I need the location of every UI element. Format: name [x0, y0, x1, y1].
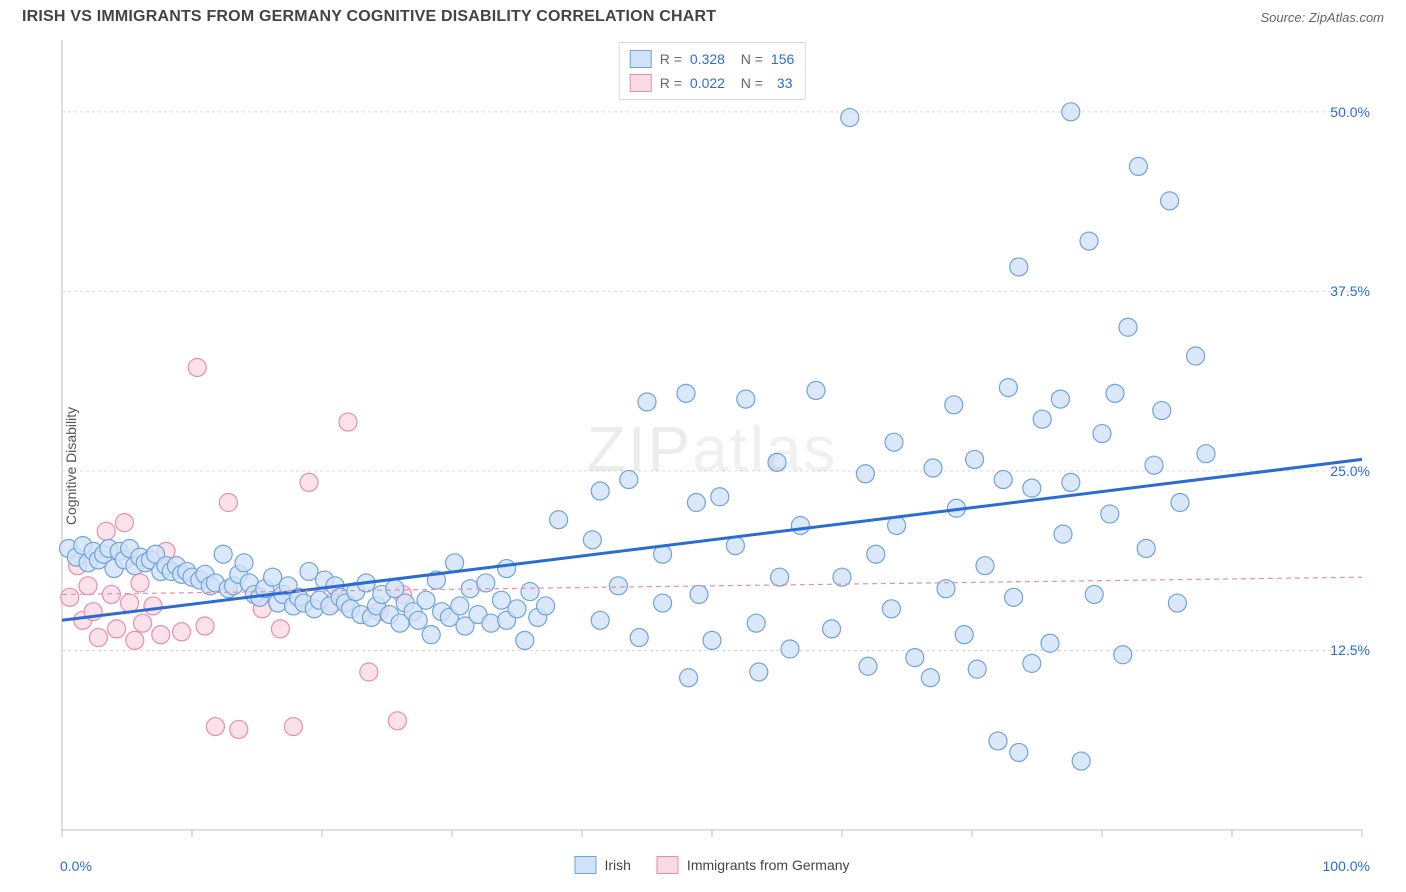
- y-axis-label: Cognitive Disability: [63, 407, 79, 525]
- y-tick-label: 12.5%: [1330, 642, 1370, 658]
- swatch-irish: [574, 856, 596, 874]
- swatch-irish: [630, 50, 652, 68]
- n-value-irish: 156: [771, 51, 794, 67]
- legend-row-irish: R = 0.328 N = 156: [630, 47, 795, 71]
- n-label: N =: [733, 51, 763, 67]
- y-tick-label: 50.0%: [1330, 104, 1370, 120]
- y-tick-label: 37.5%: [1330, 283, 1370, 299]
- n-label: N =: [733, 75, 763, 91]
- y-tick-label: 25.0%: [1330, 463, 1370, 479]
- r-value-germany: 0.022: [690, 75, 725, 91]
- chart-title: IRISH VS IMMIGRANTS FROM GERMANY COGNITI…: [22, 8, 716, 26]
- swatch-germany: [630, 74, 652, 92]
- legend-label-germany: Immigrants from Germany: [687, 857, 850, 873]
- correlation-legend: R = 0.328 N = 156 R = 0.022 N = 33: [619, 42, 806, 100]
- r-value-irish: 0.328: [690, 51, 725, 67]
- scatter-plot: [18, 40, 1406, 892]
- r-label: R =: [660, 75, 682, 91]
- legend-label-irish: Irish: [604, 857, 630, 873]
- legend-item-germany: Immigrants from Germany: [657, 856, 850, 874]
- r-label: R =: [660, 51, 682, 67]
- series-legend: Irish Immigrants from Germany: [574, 856, 849, 874]
- x-axis-max-label: 100.0%: [1323, 858, 1370, 874]
- legend-item-irish: Irish: [574, 856, 630, 874]
- legend-row-germany: R = 0.022 N = 33: [630, 71, 795, 95]
- swatch-germany: [657, 856, 679, 874]
- n-value-germany: 33: [771, 75, 793, 91]
- chart-container: Cognitive Disability ZIPatlas R = 0.328 …: [18, 40, 1406, 892]
- x-axis-min-label: 0.0%: [60, 858, 92, 874]
- source-attribution: Source: ZipAtlas.com: [1260, 10, 1384, 25]
